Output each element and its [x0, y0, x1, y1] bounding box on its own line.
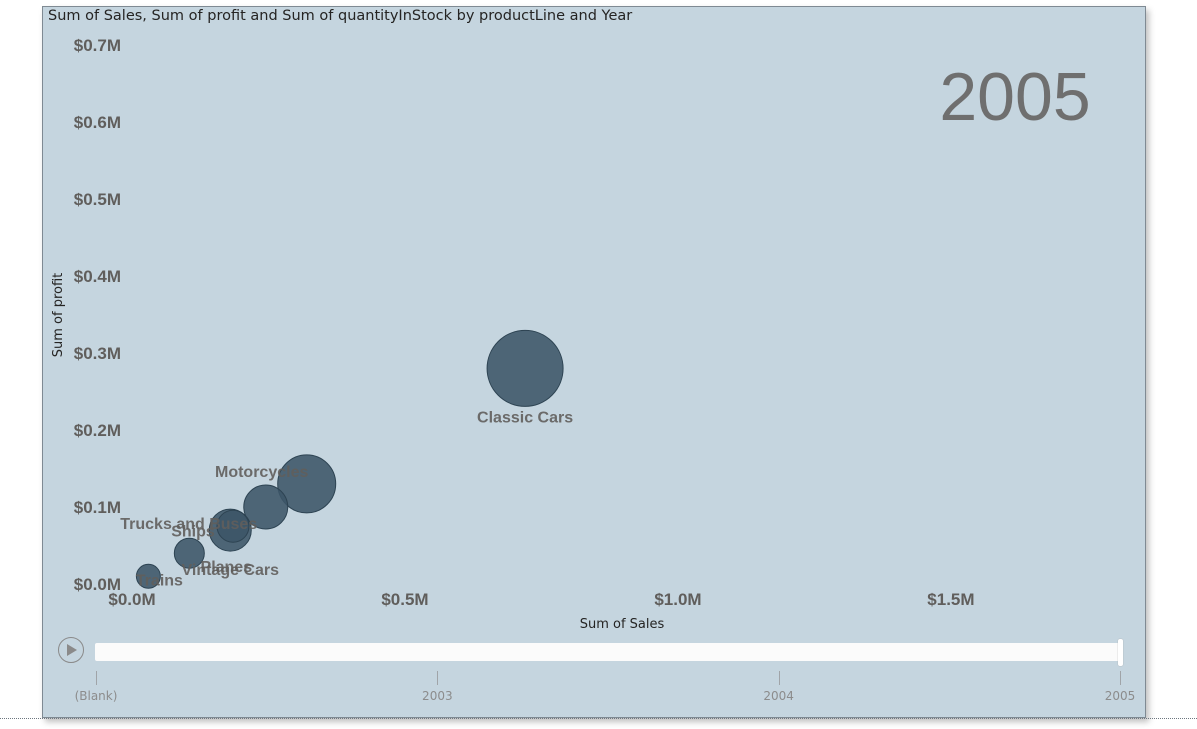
chart-title: Sum of Sales, Sum of profit and Sum of q…: [48, 8, 633, 24]
bubble: [243, 484, 289, 530]
play-axis-tick: [96, 671, 97, 685]
bubble-label: Vintage Cars: [182, 562, 280, 579]
bubble: [135, 563, 161, 589]
play-axis-slider[interactable]: [95, 643, 1121, 661]
x-tick-label: $1.5M: [927, 590, 974, 609]
play-axis-tick: [778, 671, 780, 685]
play-axis-tick: [437, 671, 439, 685]
bubble-label: Trains: [136, 572, 183, 589]
play-axis-tick: [1120, 671, 1121, 685]
bubble: [216, 509, 250, 543]
current-year-label: 2005: [939, 59, 1091, 135]
y-tick-label: $0.7M: [74, 36, 121, 55]
y-axis-title: Sum of profit: [51, 273, 66, 358]
y-tick-label: $0.5M: [74, 190, 121, 209]
y-tick-label: $0.6M: [74, 113, 121, 132]
bubble-label: Ships: [171, 523, 215, 540]
bubble-label: Motorcycles: [215, 464, 308, 481]
play-button[interactable]: [58, 637, 84, 663]
x-tick-label: $0.0M: [108, 590, 155, 609]
x-tick-label: $1.0M: [654, 590, 701, 609]
play-axis-tick-label: 2005: [1104, 689, 1136, 703]
y-tick-label: $0.0M: [74, 575, 121, 594]
bubble: [486, 329, 564, 407]
bubble-label: Planes: [201, 559, 253, 576]
x-axis-title: Sum of Sales: [580, 617, 665, 632]
play-axis-thumb[interactable]: [1118, 639, 1123, 666]
play-axis-tick-label: 2003: [422, 689, 453, 703]
play-axis-tick-label: 2004: [763, 689, 794, 703]
play-axis-tick-label: (Blank): [74, 689, 118, 703]
y-tick-label: $0.1M: [74, 498, 121, 517]
bubble: [173, 537, 205, 569]
y-tick-label: $0.4M: [74, 267, 121, 286]
play-icon: [67, 644, 77, 656]
bubble: [277, 454, 337, 514]
bubble-label: Trucks and Buses: [120, 516, 257, 533]
y-tick-label: $0.2M: [74, 421, 121, 440]
visual-container: [42, 6, 1146, 718]
x-tick-label: $0.5M: [381, 590, 428, 609]
page-divider: [0, 718, 1197, 719]
y-tick-label: $0.3M: [74, 344, 121, 363]
bubble-label: Classic Cars: [477, 409, 573, 426]
